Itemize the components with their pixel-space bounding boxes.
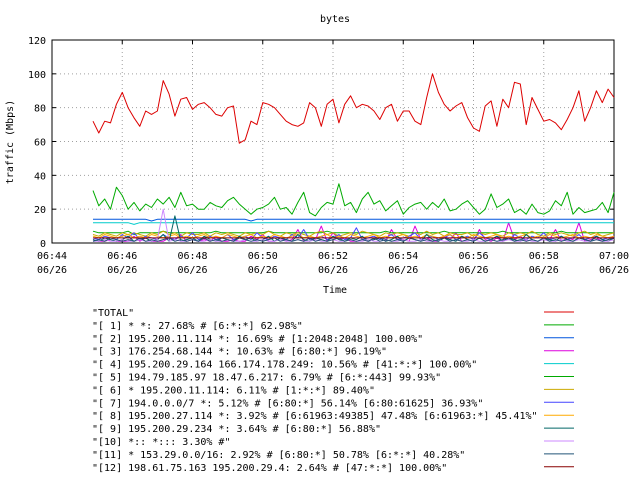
x-tick-date: 06/26	[107, 265, 137, 276]
x-tick-time: 06:48	[177, 251, 207, 262]
y-tick-label: 0	[40, 239, 46, 250]
x-tick-time: 07:00	[599, 251, 629, 262]
series-line-9	[92, 215, 615, 242]
legend-label: "[ 5] 194.79.185.97 18.47.6.217: 6.79% #…	[92, 373, 441, 384]
x-tick-time: 06:54	[388, 251, 418, 262]
x-tick-date: 06/26	[529, 265, 559, 276]
y-tick-label: 60	[34, 138, 46, 149]
x-axis-label: Time	[323, 285, 347, 296]
series-line-11	[92, 237, 615, 242]
x-tick-date: 06/26	[177, 265, 207, 276]
legend-label: "[11] * 153.29.0.0/16: 2.92% # [6:80:*] …	[92, 450, 465, 461]
legend-label: "[ 1] * *: 27.68% # [6:*:*] 62.98%"	[92, 321, 303, 332]
x-tick-date: 06/26	[37, 265, 67, 276]
series-line-1	[92, 183, 615, 217]
series-line-2	[93, 218, 614, 222]
x-axis-ticks: 06:44 06/26 06:46 06/26 06:48 06/26 06:50 06/26…	[37, 40, 629, 276]
legend-label: "[ 6] * 195.200.11.114: 6.11% # [1:*:*] …	[92, 385, 375, 396]
grid-lines	[52, 40, 614, 243]
legend-label: "[ 4] 195.200.29.164 166.174.178.249: 10…	[92, 360, 477, 371]
legend-label: "[ 9] 195.200.29.234 *: 3.64% # [6:80:*]…	[92, 424, 381, 435]
legend-label: "[ 8] 195.200.27.114 *: 3.92% # [6:61963…	[92, 411, 538, 422]
x-tick-date: 06/26	[599, 265, 629, 276]
series-line-0	[92, 73, 615, 144]
series-lines	[92, 73, 615, 242]
x-tick-time: 06:56	[458, 251, 488, 262]
y-tick-label: 20	[34, 205, 46, 216]
x-tick-time: 06:46	[107, 251, 137, 262]
legend-label: "[10] *:: *::: 3.30% #"	[92, 437, 230, 448]
y-tick-label: 40	[34, 171, 46, 182]
x-tick-time: 06:44	[37, 251, 67, 262]
x-tick-time: 06:50	[248, 251, 278, 262]
legend-label: "[ 3] 176.254.68.144 *: 10.63% # [6:80:*…	[92, 347, 387, 358]
legend-label: "TOTAL"	[92, 308, 134, 319]
y-axis-ticks: 0 20 40 60 80 100 120	[28, 36, 614, 250]
x-tick-time: 06:58	[529, 251, 559, 262]
y-tick-label: 100	[28, 70, 46, 81]
y-tick-label: 120	[28, 36, 46, 47]
x-tick-date: 06/26	[388, 265, 418, 276]
legend-label: "[ 7] 194.0.0.0/7 *: 5.12% # [6:80:*] 56…	[92, 398, 483, 409]
legend-label: "[ 2] 195.200.11.114 *: 16.69% # [1:2048…	[92, 334, 423, 345]
x-tick-time: 06:52	[318, 251, 348, 262]
legend: "TOTAL" "[ 1] * *: 27.68% # [6:*:*] 62.98…	[92, 308, 574, 474]
legend-label: "[12] 198.61.75.163 195.200.29.4: 2.64% …	[92, 463, 447, 474]
x-tick-date: 06/26	[458, 265, 488, 276]
series-line-4	[93, 222, 614, 225]
y-tick-label: 80	[34, 104, 46, 115]
y-axis-label: traffic (Mbps)	[5, 100, 16, 184]
chart-title: bytes	[320, 14, 350, 25]
x-tick-date: 06/26	[248, 265, 278, 276]
x-tick-date: 06/26	[318, 265, 348, 276]
